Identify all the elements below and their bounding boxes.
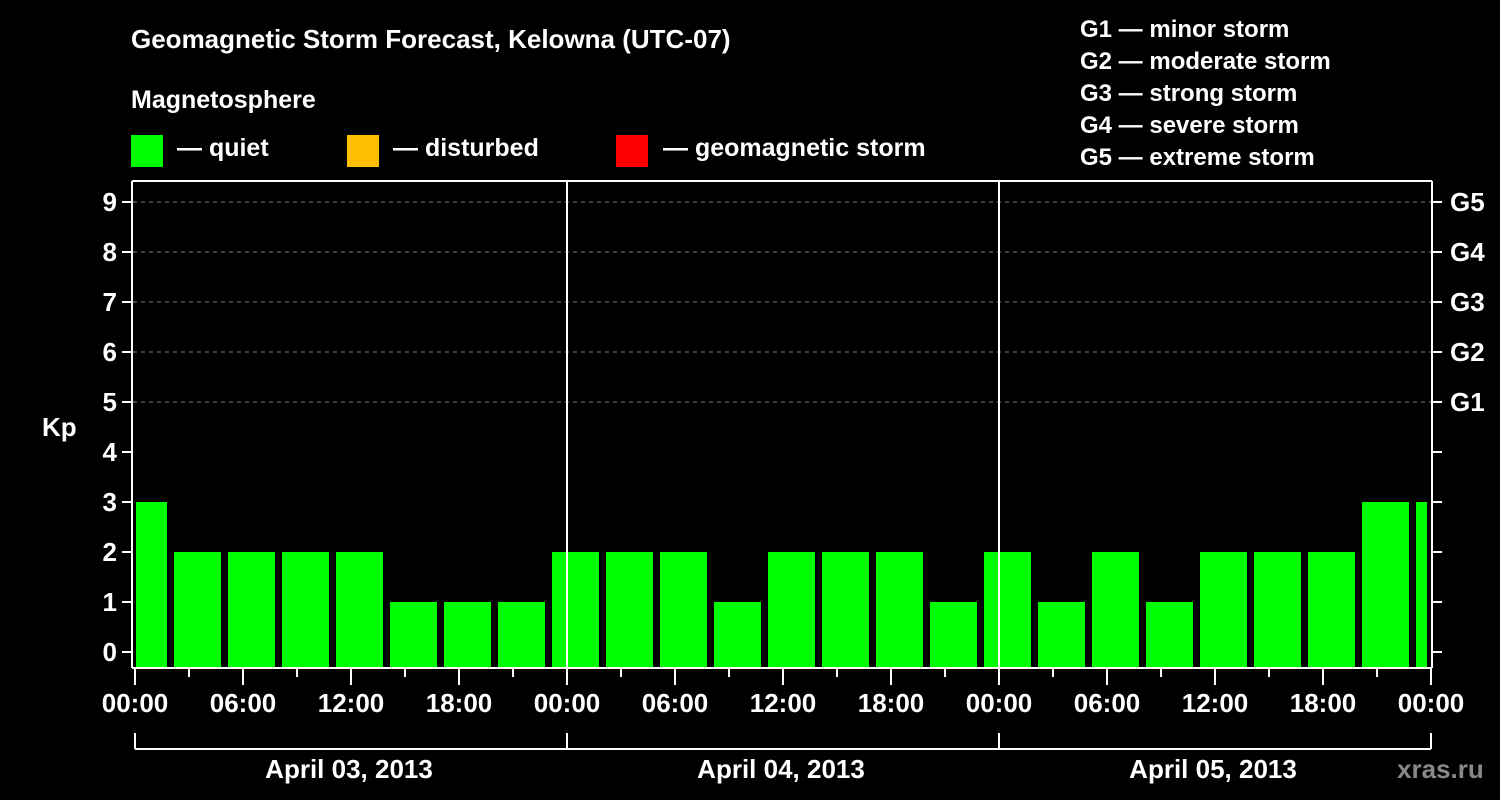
x-tick-label: 18:00 <box>1289 688 1357 718</box>
storm-scale-g5: G5 — extreme storm <box>1080 144 1315 171</box>
y-tick-label: 3 <box>102 487 117 517</box>
gridlines <box>133 201 1431 403</box>
day-label-apr05: April 05, 2013 <box>1129 754 1297 784</box>
y-tick-label: 5 <box>102 387 117 417</box>
storm-scale-g2: G2 — moderate storm <box>1080 48 1331 75</box>
kp-bar <box>1200 552 1247 668</box>
day-label-apr03: April 03, 2013 <box>265 754 433 784</box>
x-tick-label: 06:00 <box>209 688 277 718</box>
legend-label-quiet: — quiet <box>177 134 269 162</box>
y-axis-label: Kp <box>42 412 77 442</box>
kp-bar <box>336 552 383 668</box>
y-tick-label: 4 <box>102 437 117 467</box>
x-tick-label: 12:00 <box>317 688 385 718</box>
kp-bar <box>1308 552 1355 668</box>
storm-scale-legend: G1 — minor storm G2 — moderate storm G3 … <box>1080 14 1331 174</box>
chart-title: Geomagnetic Storm Forecast, Kelowna (UTC… <box>131 24 731 54</box>
kp-bar <box>822 552 869 668</box>
kp-bar <box>444 602 491 668</box>
y-tick-label: 9 <box>102 187 117 217</box>
legend-label-storm: — geomagnetic storm <box>663 134 926 162</box>
x-tick-label: 12:00 <box>1181 688 1249 718</box>
legend-label-disturbed: — disturbed <box>393 134 539 162</box>
kp-bar <box>876 552 923 668</box>
kp-bar <box>1362 502 1409 668</box>
legend-swatch-disturbed <box>347 135 379 167</box>
kp-bar <box>174 552 221 668</box>
y-tick-label: 7 <box>102 287 117 317</box>
g-scale-label: G4 <box>1450 237 1485 267</box>
legend-heading: Magnetosphere <box>131 86 316 114</box>
kp-bar <box>660 552 707 668</box>
kp-bar <box>768 552 815 668</box>
x-tick-label: 18:00 <box>857 688 925 718</box>
kp-bar <box>1038 602 1085 668</box>
kp-bar <box>714 602 761 668</box>
x-tick-label: 00:00 <box>965 688 1033 718</box>
x-tick-label: 00:00 <box>1397 688 1465 718</box>
kp-bar <box>552 552 599 668</box>
g-scale-label: G2 <box>1450 337 1485 367</box>
day-brackets <box>134 733 1432 750</box>
kp-bars <box>136 502 1427 668</box>
kp-bar <box>984 552 1031 668</box>
storm-scale-g3: G3 — strong storm <box>1080 80 1298 107</box>
x-tick-label: 12:00 <box>749 688 817 718</box>
axes-frame <box>131 180 1433 669</box>
day-label-apr04: April 04, 2013 <box>697 754 865 784</box>
x-tick-label: 00:00 <box>533 688 601 718</box>
y-tick-label: 1 <box>102 587 117 617</box>
kp-bar <box>228 552 275 668</box>
legend-swatch-storm <box>616 135 648 167</box>
x-tick-label: 18:00 <box>425 688 493 718</box>
g-scale-label: G3 <box>1450 287 1485 317</box>
x-tick-label: 06:00 <box>641 688 709 718</box>
kp-bar <box>498 602 545 668</box>
y-tick-label: 0 <box>102 637 117 667</box>
y-tick-label: 2 <box>102 537 117 567</box>
y-tick-label: 6 <box>102 337 117 367</box>
storm-scale-g4: G4 — severe storm <box>1080 112 1299 139</box>
kp-bar <box>930 602 977 668</box>
g-scale-label: G1 <box>1450 387 1485 417</box>
kp-bar <box>136 502 167 668</box>
x-tick-label: 06:00 <box>1073 688 1141 718</box>
kp-bar <box>1416 502 1427 668</box>
legend-swatch-quiet <box>131 135 163 167</box>
storm-scale-g1: G1 — minor storm <box>1080 16 1290 43</box>
kp-bar <box>606 552 653 668</box>
kp-bar <box>390 602 437 668</box>
x-tick-label: 00:00 <box>101 688 169 718</box>
source-credit: xras.ru <box>1397 754 1484 784</box>
kp-bar <box>1146 602 1193 668</box>
y-tick-label: 8 <box>102 237 117 267</box>
kp-bar <box>1254 552 1301 668</box>
kp-bar <box>1092 552 1139 668</box>
kp-bar <box>282 552 329 668</box>
g-scale-label: G5 <box>1450 187 1485 217</box>
